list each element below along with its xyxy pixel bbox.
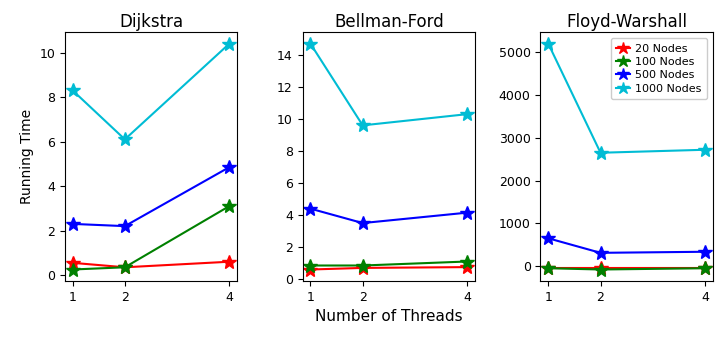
Y-axis label: Running Time: Running Time bbox=[19, 109, 34, 204]
20 Nodes bbox=[306, 267, 315, 272]
Line: 1000 Nodes: 1000 Nodes bbox=[541, 37, 712, 160]
1000 Nodes bbox=[359, 123, 367, 127]
100 Nodes bbox=[463, 259, 472, 264]
Title: Floyd-Warshall: Floyd-Warshall bbox=[566, 13, 687, 31]
20 Nodes bbox=[359, 266, 367, 270]
500 Nodes bbox=[596, 251, 605, 255]
Title: Dijkstra: Dijkstra bbox=[119, 13, 183, 31]
500 Nodes bbox=[306, 207, 315, 211]
1000 Nodes bbox=[225, 41, 233, 46]
500 Nodes bbox=[701, 249, 709, 254]
20 Nodes bbox=[68, 261, 77, 265]
Line: 500 Nodes: 500 Nodes bbox=[66, 160, 236, 233]
100 Nodes bbox=[359, 264, 367, 268]
20 Nodes bbox=[596, 266, 605, 270]
Line: 500 Nodes: 500 Nodes bbox=[304, 202, 474, 230]
Title: Bellman-Ford: Bellman-Ford bbox=[334, 13, 444, 31]
Line: 500 Nodes: 500 Nodes bbox=[541, 231, 712, 260]
Line: 20 Nodes: 20 Nodes bbox=[66, 255, 236, 274]
1000 Nodes bbox=[544, 41, 553, 46]
1000 Nodes bbox=[68, 88, 77, 93]
1000 Nodes bbox=[463, 112, 472, 116]
500 Nodes bbox=[120, 224, 129, 228]
Line: 1000 Nodes: 1000 Nodes bbox=[66, 37, 236, 146]
100 Nodes bbox=[68, 267, 77, 272]
Line: 20 Nodes: 20 Nodes bbox=[304, 260, 474, 276]
1000 Nodes bbox=[120, 137, 129, 141]
1000 Nodes bbox=[306, 41, 315, 46]
100 Nodes bbox=[306, 264, 315, 268]
100 Nodes bbox=[596, 267, 605, 272]
500 Nodes bbox=[463, 211, 472, 215]
1000 Nodes bbox=[596, 150, 605, 155]
Line: 100 Nodes: 100 Nodes bbox=[304, 255, 474, 273]
100 Nodes bbox=[225, 204, 233, 208]
500 Nodes bbox=[359, 221, 367, 225]
100 Nodes bbox=[544, 266, 553, 270]
500 Nodes bbox=[225, 165, 233, 169]
Line: 1000 Nodes: 1000 Nodes bbox=[304, 37, 474, 132]
Line: 100 Nodes: 100 Nodes bbox=[66, 199, 236, 276]
Legend: 20 Nodes, 100 Nodes, 500 Nodes, 1000 Nodes: 20 Nodes, 100 Nodes, 500 Nodes, 1000 Nod… bbox=[611, 38, 707, 99]
100 Nodes bbox=[120, 265, 129, 269]
20 Nodes bbox=[701, 266, 709, 270]
1000 Nodes bbox=[701, 148, 709, 152]
500 Nodes bbox=[544, 236, 553, 240]
20 Nodes bbox=[225, 260, 233, 264]
500 Nodes bbox=[68, 222, 77, 226]
100 Nodes bbox=[701, 266, 709, 270]
20 Nodes bbox=[463, 265, 472, 269]
Line: 20 Nodes: 20 Nodes bbox=[541, 261, 712, 275]
Line: 100 Nodes: 100 Nodes bbox=[541, 261, 712, 276]
20 Nodes bbox=[544, 266, 553, 270]
X-axis label: Number of Threads: Number of Threads bbox=[315, 309, 463, 324]
20 Nodes bbox=[120, 265, 129, 269]
